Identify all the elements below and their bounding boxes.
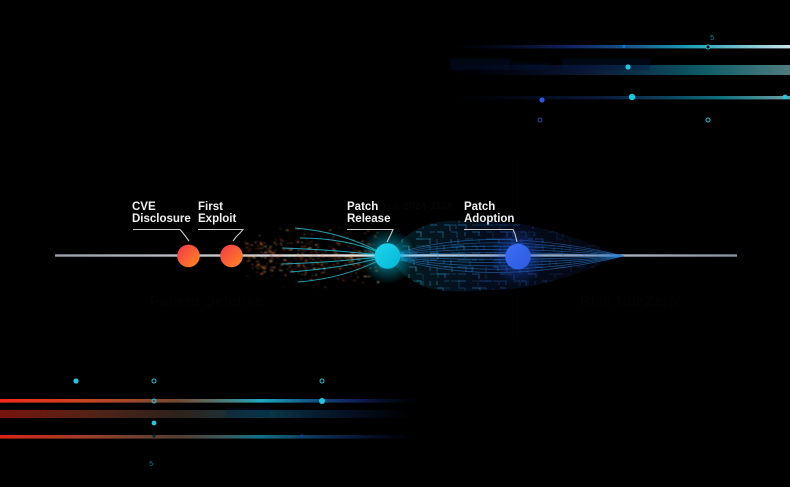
svg-text:Patient Defense: Patient Defense	[150, 293, 263, 310]
svg-text:Risk Not Zero: Risk Not Zero	[580, 293, 678, 310]
svg-text:5: 5	[149, 461, 153, 469]
svg-text:Patch: Patch	[464, 201, 495, 213]
svg-text:Exploit: Exploit	[198, 213, 237, 225]
svg-text:Patch: Patch	[347, 201, 378, 213]
svg-text:Disclosure: Disclosure	[132, 213, 191, 225]
svg-text:Adoption: Adoption	[464, 213, 514, 225]
svg-text:xcc-2024-1138: xcc-2024-1138	[382, 201, 453, 212]
svg-text:First: First	[198, 201, 223, 213]
svg-text:5: 5	[710, 35, 714, 43]
svg-text:Release: Release	[347, 213, 390, 225]
svg-text:CVE: CVE	[132, 201, 156, 213]
